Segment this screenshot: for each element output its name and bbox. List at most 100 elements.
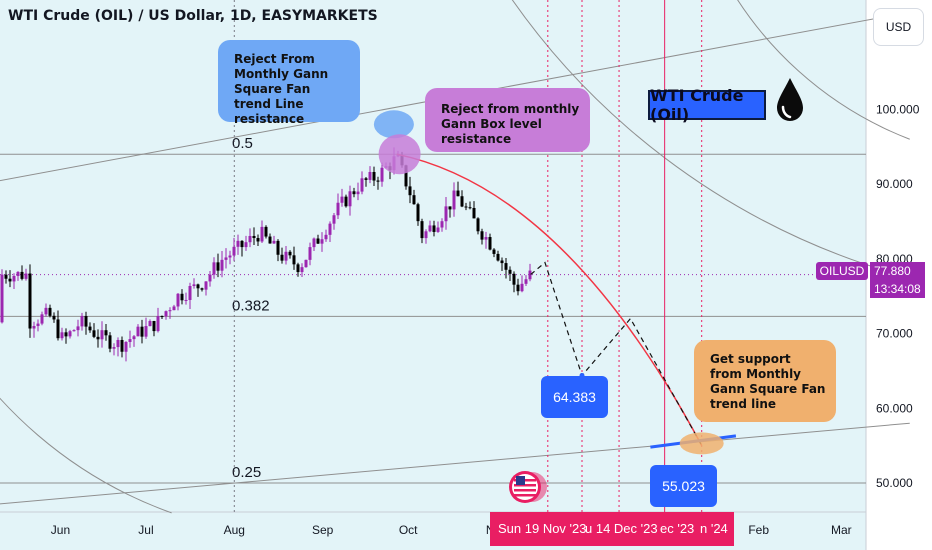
candle-body-43 [172, 306, 176, 311]
candle-body-52 [208, 274, 212, 282]
candle-body-66 [264, 226, 268, 237]
candle-body-34 [136, 326, 140, 337]
candle-body-19 [76, 326, 80, 331]
us-flag-icon [509, 471, 547, 503]
candle-body-116 [464, 206, 468, 208]
candle-body-57 [228, 255, 232, 258]
candle-body-42 [168, 310, 172, 312]
candle-body-18 [72, 330, 76, 332]
candle-body-49 [196, 284, 200, 289]
candle-body-129 [516, 284, 520, 292]
candle-body-106 [424, 231, 428, 239]
candle-body-92 [368, 171, 372, 180]
candle-body-128 [512, 273, 516, 285]
candle-body-125 [500, 260, 504, 264]
candle-body-109 [436, 227, 440, 232]
candle-body-8 [32, 326, 36, 329]
candle-body-0 [0, 274, 4, 323]
candle-body-78 [312, 238, 316, 248]
callout-gann-fan-support: Get support from Monthly Gann Square Fan… [694, 340, 836, 422]
candle-body-124 [496, 253, 500, 261]
gann-arc-1 [0, 397, 172, 514]
candle-body-7 [28, 273, 32, 329]
candle-body-37 [148, 321, 152, 327]
price-tick-4: 90.000 [876, 177, 913, 191]
candle-body-28 [112, 347, 116, 349]
candle-body-1 [4, 274, 8, 279]
candle-body-95 [380, 167, 384, 182]
candle-body-33 [132, 336, 136, 340]
price-tick-5: 100.000 [876, 102, 920, 116]
candle-body-35 [140, 326, 144, 337]
candle-body-80 [320, 239, 324, 244]
fib-level-label-3: 0.25 [232, 464, 261, 481]
candle-body-102 [408, 186, 412, 196]
candle-body-30 [120, 339, 124, 352]
candle-body-17 [68, 331, 72, 337]
candle-body-47 [188, 286, 192, 300]
candle-body-101 [404, 165, 408, 187]
candle-body-127 [508, 269, 512, 274]
candle-body-81 [324, 234, 328, 240]
candle-body-59 [236, 240, 240, 247]
candle-body-9 [36, 323, 40, 327]
candle-body-91 [364, 178, 368, 180]
chart-title: WTI Crude (OIL) / US Dollar, 1D, EASYMAR… [8, 8, 378, 24]
candle-body-62 [248, 235, 252, 243]
date-badge-0: Sun 19 Nov '23 [498, 521, 587, 536]
candle-body-90 [360, 178, 364, 192]
candle-body-55 [220, 259, 224, 271]
callout-gann-fan-reject: Reject From Monthly Gann Square Fan tren… [218, 40, 360, 126]
candle-body-21 [84, 316, 88, 327]
price-tick-0: 50.000 [876, 476, 913, 490]
symbol-label-text: WTI Crude (Oil) [650, 86, 744, 124]
candle-body-27 [108, 335, 112, 349]
target-pill-second-text: 55.023 [662, 478, 705, 494]
candle-body-24 [96, 336, 100, 340]
candle-body-113 [452, 190, 456, 210]
price-tick-1: 60.000 [876, 401, 913, 415]
candle-body-61 [244, 242, 248, 248]
currency-unit-button[interactable]: USD [873, 8, 924, 46]
candle-body-53 [212, 262, 216, 275]
candle-body-126 [504, 263, 508, 270]
gann-fan-line-1 [0, 422, 910, 505]
candle-body-84 [336, 202, 340, 216]
time-tick-4: Oct [399, 523, 418, 537]
candle-body-67 [268, 236, 272, 244]
candle-body-46 [184, 299, 188, 301]
candle-body-107 [428, 225, 432, 232]
target-pill-first: 64.383 [541, 376, 608, 418]
oil-drop-icon [777, 78, 803, 121]
candle-body-11 [44, 307, 48, 315]
candle-body-14 [56, 319, 60, 339]
fib-level-label-2: 0.382 [232, 297, 270, 314]
candle-body-10 [40, 314, 44, 324]
date-badge-1: u 14 Dec '23 [585, 521, 658, 536]
callout-gann-box-reject: Reject from monthly Gann Box level resis… [425, 88, 590, 152]
candle-body-71 [284, 251, 288, 261]
candle-body-75 [300, 267, 304, 273]
date-badge-strip [490, 512, 734, 546]
gann-arc-2 [737, 0, 910, 140]
candle-body-111 [444, 206, 448, 222]
price-badge-price: 77.880 [870, 262, 925, 280]
candle-body-12 [48, 307, 52, 316]
time-tick-1: Jul [138, 523, 153, 537]
candle-body-32 [128, 339, 132, 342]
candle-body-132 [528, 270, 532, 280]
candle-body-85 [340, 196, 344, 203]
candle-body-89 [356, 191, 360, 195]
candle-body-94 [376, 180, 380, 182]
candle-body-72 [288, 251, 292, 256]
candle-body-93 [372, 171, 376, 181]
candle-body-29 [116, 339, 120, 348]
candle-body-119 [476, 218, 480, 232]
candle-body-5 [20, 271, 24, 279]
candle-body-86 [344, 196, 348, 207]
candle-body-3 [12, 275, 16, 282]
candle-body-23 [92, 330, 96, 337]
price-badge-countdown: 13:34:08 [870, 280, 925, 298]
candle-body-44 [176, 293, 180, 307]
price-tick-2: 70.000 [876, 327, 913, 341]
